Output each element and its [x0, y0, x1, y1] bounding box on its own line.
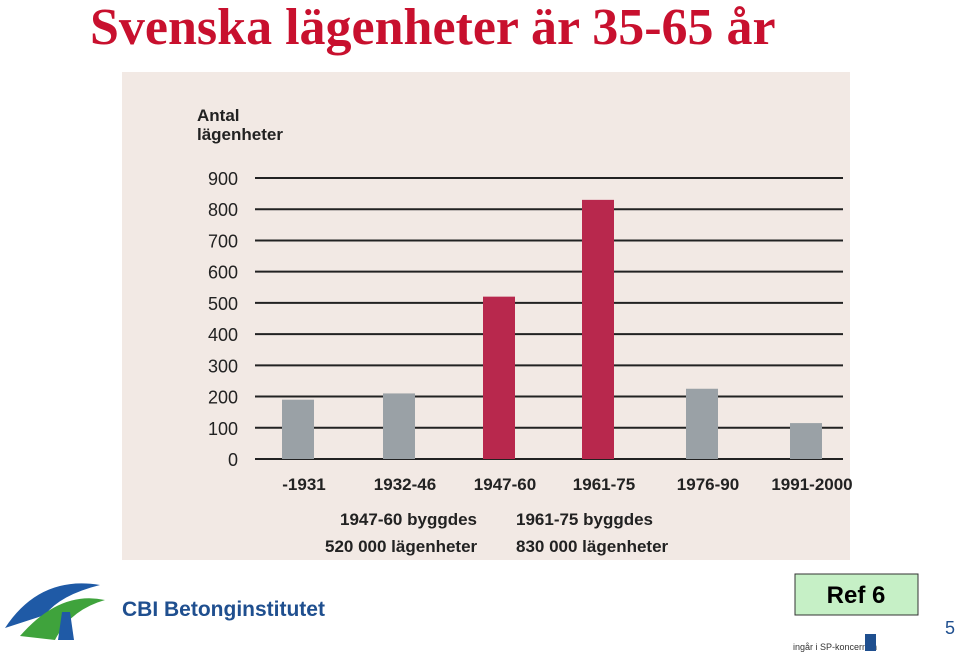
logo-text: CBI Betonginstitutet — [122, 598, 325, 621]
bar — [483, 296, 515, 459]
y-tick-label: 200 — [208, 388, 238, 408]
x-tick-label: -1931 — [282, 475, 325, 494]
x-tick-label: 1932-46 — [374, 475, 436, 494]
footer-text: ingår i SP-koncernen — [793, 642, 877, 652]
page-number: 5 — [945, 618, 955, 638]
y-tick-label: 400 — [208, 325, 238, 345]
y-axis-label: lägenheter — [197, 125, 283, 144]
annotation: 830 000 lägenheter — [516, 537, 669, 556]
bar — [282, 399, 314, 459]
y-tick-label: 800 — [208, 200, 238, 220]
annotation: 1947-60 byggdes — [340, 510, 477, 529]
x-tick-label: 1991-2000 — [771, 475, 852, 494]
y-tick-label: 600 — [208, 263, 238, 283]
ref-label: Ref 6 — [827, 582, 886, 609]
x-tick-label: 1976-90 — [677, 475, 739, 494]
y-tick-label: 900 — [208, 169, 238, 189]
annotation: 1961-75 byggdes — [516, 510, 653, 529]
bar — [383, 393, 415, 459]
x-tick-label: 1961-75 — [573, 475, 635, 494]
y-tick-label: 0 — [228, 450, 238, 470]
x-tick-label: 1947-60 — [474, 475, 536, 494]
annotation: 520 000 lägenheter — [325, 537, 478, 556]
y-tick-label: 300 — [208, 356, 238, 376]
bar — [582, 199, 614, 459]
bar — [790, 423, 822, 459]
y-axis-label: Antal — [197, 106, 240, 125]
logo — [5, 583, 105, 640]
y-tick-label: 100 — [208, 419, 238, 439]
y-tick-label: 500 — [208, 294, 238, 314]
y-tick-label: 700 — [208, 231, 238, 251]
sp-logo — [865, 634, 876, 651]
ref-box — [794, 573, 919, 616]
slide-title: Svenska lägenheter är 35-65 år — [90, 0, 776, 56]
bar — [686, 388, 718, 459]
